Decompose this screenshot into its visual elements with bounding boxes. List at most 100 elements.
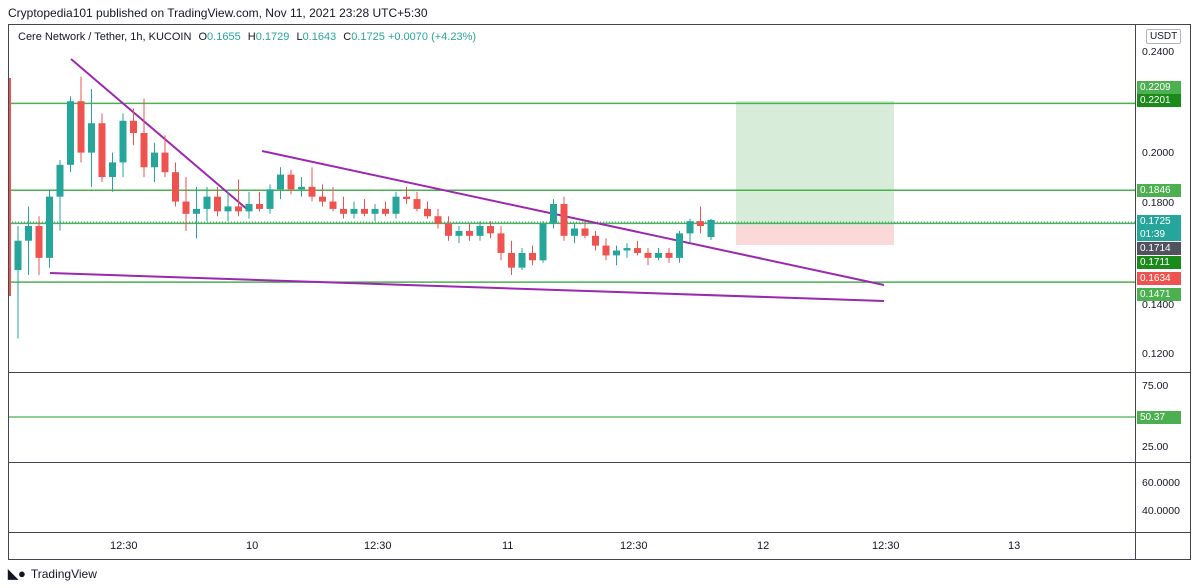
tradingview-brand: TradingView xyxy=(30,567,97,581)
candle-body xyxy=(172,172,179,202)
symbol-name: Cere Network / Tether, 1h, KUCOIN xyxy=(18,31,192,43)
candle-body xyxy=(350,208,358,214)
candle-body xyxy=(109,162,116,178)
candle-body xyxy=(319,196,326,202)
currency-button[interactable]: USDT xyxy=(1146,29,1182,44)
rsi-level-label: 50.37 xyxy=(1137,411,1181,424)
candle-body xyxy=(571,228,578,236)
trendline-upper-2 xyxy=(261,150,885,286)
tradingview-logo[interactable]: ◣● TradingView xyxy=(8,566,97,582)
trendline-upper-1 xyxy=(70,58,249,211)
candle-body xyxy=(518,252,526,268)
rsi-tick: 75.00 xyxy=(1142,380,1169,392)
price-label-target: 0.2201 xyxy=(1137,94,1181,107)
candle-body xyxy=(67,101,74,165)
candle-body xyxy=(613,250,620,256)
price-tick: 0.2000 xyxy=(1142,147,1175,159)
candle-body xyxy=(581,228,589,236)
candle-body xyxy=(130,120,137,134)
candle-body xyxy=(214,196,221,212)
candle-body xyxy=(287,174,295,190)
candle-body xyxy=(676,233,683,258)
candle-body xyxy=(151,152,158,168)
chart-frame xyxy=(8,24,1191,560)
candle-body xyxy=(403,196,410,200)
candle-body xyxy=(697,221,704,227)
candle-body xyxy=(308,186,316,197)
candle-body xyxy=(602,245,610,256)
candle-body xyxy=(529,252,536,261)
symbol-legend[interactable]: Cere Network / Tether, 1h, KUCOIN O0.165… xyxy=(18,31,476,43)
candle-body xyxy=(203,196,211,209)
candle-body xyxy=(35,226,43,258)
open-value: 0.1655 xyxy=(207,31,241,43)
candle-body xyxy=(424,208,431,217)
target-zone xyxy=(736,101,894,225)
candle-body xyxy=(14,240,22,271)
time-tick: 12 xyxy=(757,540,770,552)
candle-body xyxy=(707,219,715,238)
change-value: +0.0070 (+4.23%) xyxy=(387,31,477,43)
time-tick: 13 xyxy=(1008,540,1021,552)
candle-body xyxy=(434,216,442,224)
high-value: 0.1729 xyxy=(255,31,290,43)
trendline-lower xyxy=(49,272,885,302)
time-tick: 12:30 xyxy=(364,540,392,552)
price-label-bottom: 0.1471 xyxy=(1137,288,1181,301)
price-tick: 0.2400 xyxy=(1142,46,1175,58)
time-tick: 12:30 xyxy=(110,540,138,552)
price-tick: 0.1800 xyxy=(1142,197,1175,209)
open-label: O xyxy=(198,31,208,43)
candle-body xyxy=(487,226,494,234)
price-axis-divider xyxy=(1135,24,1136,560)
price-label-resistance: 0.1846 xyxy=(1137,184,1181,197)
candle-body xyxy=(277,174,284,190)
candle-body xyxy=(340,208,347,214)
pane-divider-oscillator[interactable] xyxy=(8,462,1191,463)
price-label-target-high: 0.2209 xyxy=(1137,81,1181,94)
bar-countdown: 01:39 xyxy=(1137,228,1181,241)
time-tick: 12:30 xyxy=(872,540,900,552)
stop-zone xyxy=(736,225,894,245)
candle-body xyxy=(329,201,337,209)
candle-body xyxy=(634,248,641,253)
candle-body xyxy=(623,248,631,251)
price-label-stop: 0.1634 xyxy=(1137,272,1181,285)
candle-body xyxy=(46,196,53,258)
candle-body xyxy=(382,208,389,214)
candle-body xyxy=(182,201,190,214)
candle-body xyxy=(539,223,547,261)
candle-body xyxy=(392,196,400,214)
candle-body xyxy=(161,152,169,173)
candle-body xyxy=(25,226,32,241)
candle-body xyxy=(476,226,484,236)
candle-body xyxy=(56,164,64,197)
candle-body xyxy=(298,186,305,190)
time-axis-divider xyxy=(8,532,1191,533)
tradingview-logo-icon: ◣● xyxy=(8,566,26,581)
candle-body xyxy=(371,208,379,214)
pane-divider-rsi[interactable] xyxy=(8,372,1191,373)
price-label-last: 0.1725 xyxy=(1137,215,1181,228)
close-label: C xyxy=(343,31,352,43)
osc-tick: 40.0000 xyxy=(1142,505,1180,517)
low-value: 0.1643 xyxy=(302,31,337,43)
candle-body xyxy=(455,230,463,236)
time-tick: 10 xyxy=(246,540,259,552)
publisher-line: Cryptopedia101 published on TradingView.… xyxy=(8,6,428,20)
candle-body xyxy=(245,204,253,212)
price-tick: 0.1200 xyxy=(1142,348,1175,360)
high-label: H xyxy=(247,31,256,43)
candle-body xyxy=(644,252,652,258)
candle-body xyxy=(413,199,421,209)
candle-body xyxy=(361,208,368,214)
candle-body xyxy=(140,133,148,168)
price-label-support: 0.1711 xyxy=(1137,256,1181,269)
candle-body xyxy=(266,189,274,209)
candle-body xyxy=(88,123,95,153)
candle-body xyxy=(686,221,694,234)
candle-body xyxy=(508,252,515,268)
candle-body xyxy=(235,206,242,212)
candle-body xyxy=(592,235,599,246)
